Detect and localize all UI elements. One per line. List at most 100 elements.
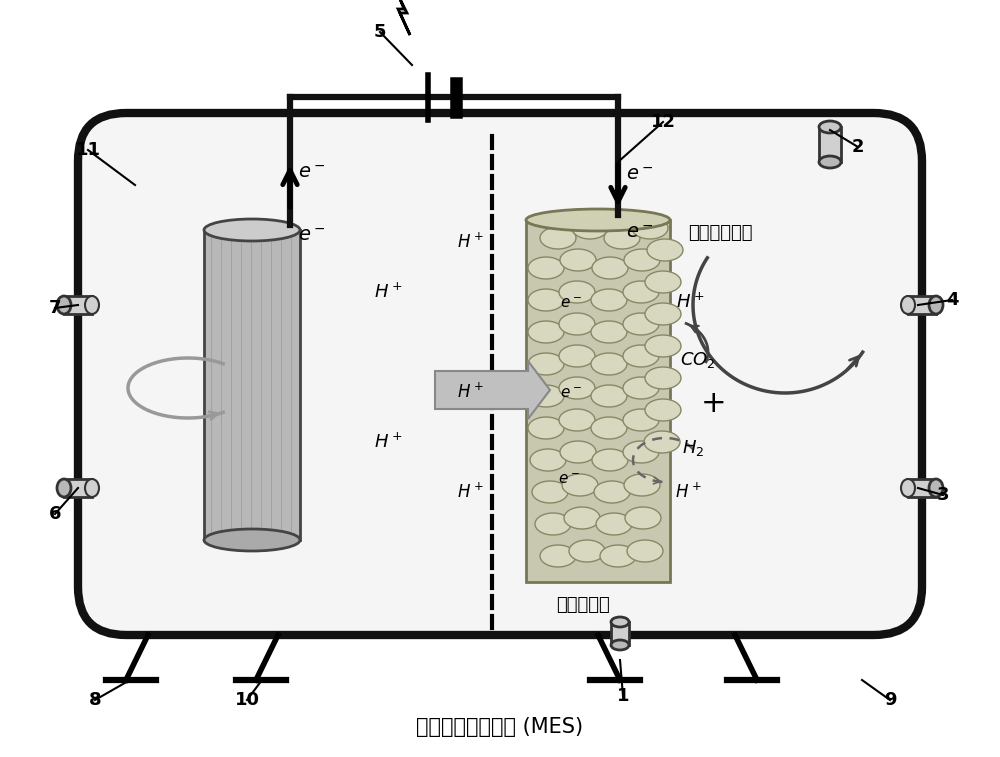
Ellipse shape bbox=[559, 409, 595, 431]
Bar bbox=[64, 479, 92, 497]
Ellipse shape bbox=[623, 281, 659, 303]
Ellipse shape bbox=[528, 417, 564, 439]
Ellipse shape bbox=[596, 513, 632, 535]
Ellipse shape bbox=[204, 219, 300, 241]
Text: $+$: $+$ bbox=[700, 389, 724, 418]
Ellipse shape bbox=[559, 377, 595, 399]
Ellipse shape bbox=[625, 507, 661, 529]
Ellipse shape bbox=[645, 303, 681, 325]
Ellipse shape bbox=[528, 385, 564, 407]
Ellipse shape bbox=[528, 289, 564, 311]
Ellipse shape bbox=[85, 296, 99, 314]
Ellipse shape bbox=[929, 479, 943, 497]
Text: 微生物电合成系统 (MES): 微生物电合成系统 (MES) bbox=[416, 717, 584, 737]
FancyBboxPatch shape bbox=[78, 113, 922, 635]
Bar bbox=[908, 296, 936, 314]
Text: 6: 6 bbox=[49, 505, 61, 523]
Ellipse shape bbox=[559, 281, 595, 303]
Ellipse shape bbox=[591, 385, 627, 407]
Ellipse shape bbox=[528, 321, 564, 343]
Text: $H^+$: $H^+$ bbox=[457, 383, 484, 402]
Ellipse shape bbox=[540, 227, 576, 249]
Text: $H^+$: $H^+$ bbox=[374, 433, 402, 452]
Ellipse shape bbox=[819, 156, 841, 168]
Text: $e^-$: $e^-$ bbox=[626, 223, 654, 241]
Ellipse shape bbox=[623, 441, 659, 463]
Ellipse shape bbox=[604, 227, 640, 249]
Ellipse shape bbox=[624, 474, 660, 496]
Text: $H^+$: $H^+$ bbox=[675, 483, 702, 502]
Ellipse shape bbox=[623, 377, 659, 399]
Ellipse shape bbox=[530, 449, 566, 471]
Ellipse shape bbox=[600, 545, 636, 567]
FancyArrow shape bbox=[435, 361, 550, 419]
Ellipse shape bbox=[819, 121, 841, 133]
Ellipse shape bbox=[632, 217, 668, 239]
Ellipse shape bbox=[901, 479, 915, 497]
Ellipse shape bbox=[592, 257, 628, 279]
Bar bbox=[819, 127, 841, 162]
Ellipse shape bbox=[591, 417, 627, 439]
Text: $H^+$: $H^+$ bbox=[457, 483, 484, 502]
Ellipse shape bbox=[591, 321, 627, 343]
Ellipse shape bbox=[560, 249, 596, 271]
Text: $e^-$: $e^-$ bbox=[558, 472, 580, 487]
Ellipse shape bbox=[564, 507, 600, 529]
Ellipse shape bbox=[594, 481, 630, 503]
Ellipse shape bbox=[204, 529, 300, 551]
Text: $e^-$: $e^-$ bbox=[298, 163, 326, 182]
Bar bbox=[611, 622, 629, 645]
Text: 3: 3 bbox=[937, 486, 949, 504]
Ellipse shape bbox=[645, 399, 681, 421]
Ellipse shape bbox=[611, 617, 629, 627]
Text: $e^-$: $e^-$ bbox=[560, 296, 582, 311]
Ellipse shape bbox=[560, 441, 596, 463]
Text: 2: 2 bbox=[852, 138, 864, 156]
Ellipse shape bbox=[559, 313, 595, 335]
Ellipse shape bbox=[623, 345, 659, 367]
Text: $H^+$: $H^+$ bbox=[374, 282, 402, 302]
Ellipse shape bbox=[526, 209, 670, 231]
Text: $H_2$: $H_2$ bbox=[682, 438, 704, 458]
Ellipse shape bbox=[591, 353, 627, 375]
Ellipse shape bbox=[85, 479, 99, 497]
Text: 8: 8 bbox=[89, 691, 101, 709]
Bar bbox=[204, 230, 300, 540]
Ellipse shape bbox=[623, 313, 659, 335]
Bar bbox=[908, 479, 936, 497]
Text: $e^-$: $e^-$ bbox=[560, 386, 582, 401]
Ellipse shape bbox=[592, 449, 628, 471]
Ellipse shape bbox=[591, 289, 627, 311]
Bar bbox=[526, 220, 670, 582]
Ellipse shape bbox=[559, 345, 595, 367]
Ellipse shape bbox=[644, 431, 680, 453]
Text: 厂氧微生物: 厂氧微生物 bbox=[556, 596, 610, 614]
Text: 7: 7 bbox=[49, 299, 61, 317]
Ellipse shape bbox=[57, 296, 71, 314]
Bar bbox=[64, 296, 92, 314]
Text: 1: 1 bbox=[617, 687, 629, 705]
Ellipse shape bbox=[528, 257, 564, 279]
Ellipse shape bbox=[929, 296, 943, 314]
Ellipse shape bbox=[532, 481, 568, 503]
Ellipse shape bbox=[528, 353, 564, 375]
Ellipse shape bbox=[645, 367, 681, 389]
Text: 5: 5 bbox=[374, 23, 386, 41]
Ellipse shape bbox=[540, 545, 576, 567]
Text: $e^-$: $e^-$ bbox=[626, 164, 654, 183]
Text: 11: 11 bbox=[76, 141, 100, 159]
Ellipse shape bbox=[645, 335, 681, 357]
Ellipse shape bbox=[611, 640, 629, 650]
Ellipse shape bbox=[624, 249, 660, 271]
Ellipse shape bbox=[562, 474, 598, 496]
Text: $H^+$: $H^+$ bbox=[676, 293, 704, 312]
Ellipse shape bbox=[627, 540, 663, 562]
Text: 10: 10 bbox=[234, 691, 260, 709]
Ellipse shape bbox=[572, 217, 608, 239]
Ellipse shape bbox=[645, 271, 681, 293]
Ellipse shape bbox=[647, 239, 683, 261]
Ellipse shape bbox=[569, 540, 605, 562]
Text: 挥发性脂肪酸: 挥发性脂肪酸 bbox=[688, 224, 753, 242]
Ellipse shape bbox=[535, 513, 571, 535]
Ellipse shape bbox=[623, 409, 659, 431]
